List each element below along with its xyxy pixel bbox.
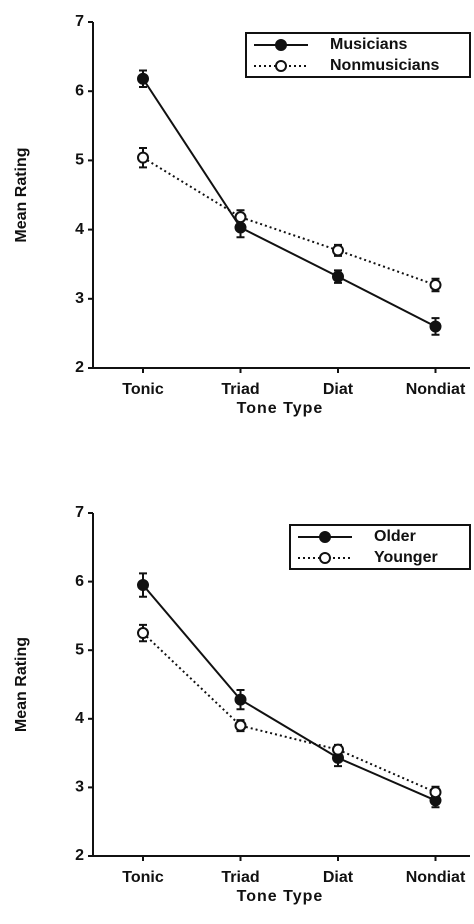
y-tick-label: 3 bbox=[75, 779, 84, 796]
marker bbox=[234, 719, 247, 732]
legend-marker bbox=[319, 531, 331, 543]
y-tick-label: 6 bbox=[75, 82, 84, 99]
series-line bbox=[142, 584, 436, 802]
legend-box bbox=[289, 524, 471, 570]
x-tick-label: Diat bbox=[323, 381, 354, 398]
series-line bbox=[142, 156, 436, 286]
marker bbox=[332, 270, 344, 283]
y-tick-label: 5 bbox=[75, 152, 84, 169]
legend-marker bbox=[275, 39, 287, 51]
marker bbox=[429, 786, 442, 799]
marker bbox=[332, 244, 344, 257]
legend-label: Musicians bbox=[330, 36, 407, 53]
y-axis-label: Mean Rating bbox=[13, 147, 30, 242]
y-axis-label: Mean Rating bbox=[13, 637, 30, 732]
x-tick-label: Nondiat bbox=[406, 381, 466, 398]
marker bbox=[332, 743, 344, 756]
y-tick-label: 2 bbox=[75, 847, 84, 864]
series-line bbox=[142, 632, 436, 794]
legend-label: Nonmusicians bbox=[330, 57, 439, 74]
y-tick-label: 4 bbox=[75, 221, 84, 238]
x-axis-label: Tone Type bbox=[237, 400, 324, 417]
marker bbox=[234, 211, 247, 224]
y-tick-label: 4 bbox=[75, 710, 84, 727]
marker bbox=[137, 151, 149, 164]
y-tick-label: 3 bbox=[75, 290, 84, 307]
y-tick-label: 5 bbox=[75, 641, 84, 658]
legend-label: Older bbox=[374, 528, 416, 545]
y-tick-label: 7 bbox=[75, 504, 84, 521]
legend-marker bbox=[319, 552, 331, 564]
x-tick-label: Tonic bbox=[122, 381, 164, 398]
x-axis-label: Tone Type bbox=[237, 888, 324, 905]
legend-label: Younger bbox=[374, 549, 438, 566]
series-line bbox=[142, 78, 436, 328]
marker bbox=[234, 693, 247, 706]
y-tick-label: 6 bbox=[75, 573, 84, 590]
x-tick-label: Nondiat bbox=[406, 869, 466, 886]
marker bbox=[137, 579, 149, 592]
x-tick-label: Diat bbox=[323, 869, 354, 886]
x-tick-label: Tonic bbox=[122, 869, 164, 886]
y-tick-label: 2 bbox=[75, 359, 84, 376]
x-tick-label: Triad bbox=[221, 869, 259, 886]
marker bbox=[137, 72, 149, 85]
legend-marker bbox=[275, 60, 287, 72]
y-tick-label: 7 bbox=[75, 13, 84, 30]
marker bbox=[429, 278, 442, 291]
x-tick-label: Triad bbox=[221, 381, 259, 398]
marker bbox=[137, 627, 149, 640]
marker bbox=[429, 320, 442, 333]
